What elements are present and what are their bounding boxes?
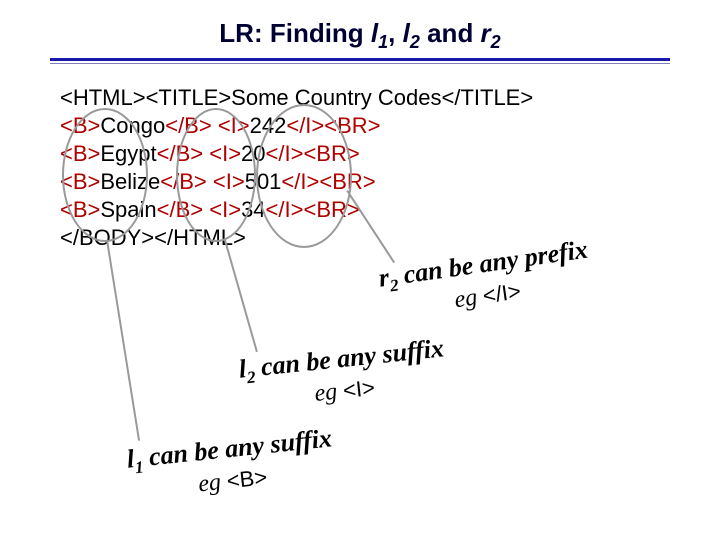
code-block: <HTML><TITLE>Some Country Codes</TITLE> … bbox=[60, 84, 533, 252]
title-r2: r bbox=[481, 18, 491, 48]
title-r2-sub: 2 bbox=[491, 32, 501, 52]
code-line: <B>Egypt</B> <I>20</I><BR> bbox=[60, 140, 533, 168]
title-prefix: LR: Finding bbox=[219, 18, 371, 48]
callout-line-l2 bbox=[224, 240, 258, 353]
title-and: and bbox=[420, 18, 481, 48]
code-line: <B>Belize</B> <I>501</I><BR> bbox=[60, 168, 533, 196]
title-rule bbox=[50, 58, 670, 64]
code-line: <B>Congo</B> <I>242</I><BR> bbox=[60, 112, 533, 140]
rule-bottom bbox=[50, 63, 670, 64]
title-l1-sub: 1 bbox=[378, 32, 388, 52]
title-comma: , bbox=[388, 18, 402, 48]
rule-top bbox=[50, 58, 670, 61]
annotation-l1: l1 can be any suffix eg <B> bbox=[125, 424, 336, 504]
annotation-l2: l2 can be any suffix eg <I> bbox=[237, 334, 448, 414]
code-line: <HTML><TITLE>Some Country Codes</TITLE> bbox=[60, 84, 533, 112]
code-line: <B>Spain</B> <I>34</I><BR> bbox=[60, 196, 533, 224]
slide-title: LR: Finding l1, l2 and r2 bbox=[0, 18, 720, 53]
callout-line-l1 bbox=[106, 240, 140, 440]
title-l2: l bbox=[403, 18, 410, 48]
title-l2-sub: 2 bbox=[410, 32, 420, 52]
code-line: </BODY></HTML> bbox=[60, 224, 533, 252]
